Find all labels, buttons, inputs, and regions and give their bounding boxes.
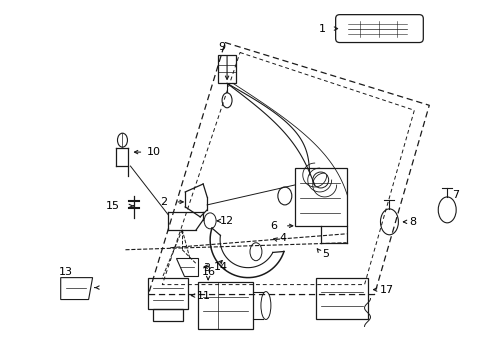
Bar bbox=[153, 310, 183, 321]
Polygon shape bbox=[176, 258, 198, 276]
Text: 3: 3 bbox=[203, 263, 210, 273]
Text: 14: 14 bbox=[214, 262, 228, 272]
Text: 9: 9 bbox=[218, 41, 225, 51]
Text: 4: 4 bbox=[279, 233, 286, 243]
Text: 16: 16 bbox=[202, 267, 216, 276]
Text: 8: 8 bbox=[408, 217, 416, 227]
Text: 17: 17 bbox=[379, 284, 393, 294]
Text: 2: 2 bbox=[160, 197, 167, 207]
Text: 13: 13 bbox=[59, 267, 73, 276]
Bar bbox=[315, 278, 367, 319]
Text: 5: 5 bbox=[321, 249, 328, 259]
Text: 11: 11 bbox=[197, 291, 211, 301]
Bar bbox=[294, 168, 346, 226]
Bar bbox=[198, 282, 252, 329]
Text: 1: 1 bbox=[318, 24, 325, 33]
Text: 10: 10 bbox=[146, 147, 160, 157]
Text: 15: 15 bbox=[105, 201, 119, 211]
Text: 6: 6 bbox=[269, 221, 276, 231]
Bar bbox=[148, 278, 188, 310]
Text: 7: 7 bbox=[451, 190, 458, 200]
Bar bbox=[218, 55, 236, 84]
Polygon shape bbox=[61, 278, 92, 300]
Text: 12: 12 bbox=[220, 216, 234, 226]
